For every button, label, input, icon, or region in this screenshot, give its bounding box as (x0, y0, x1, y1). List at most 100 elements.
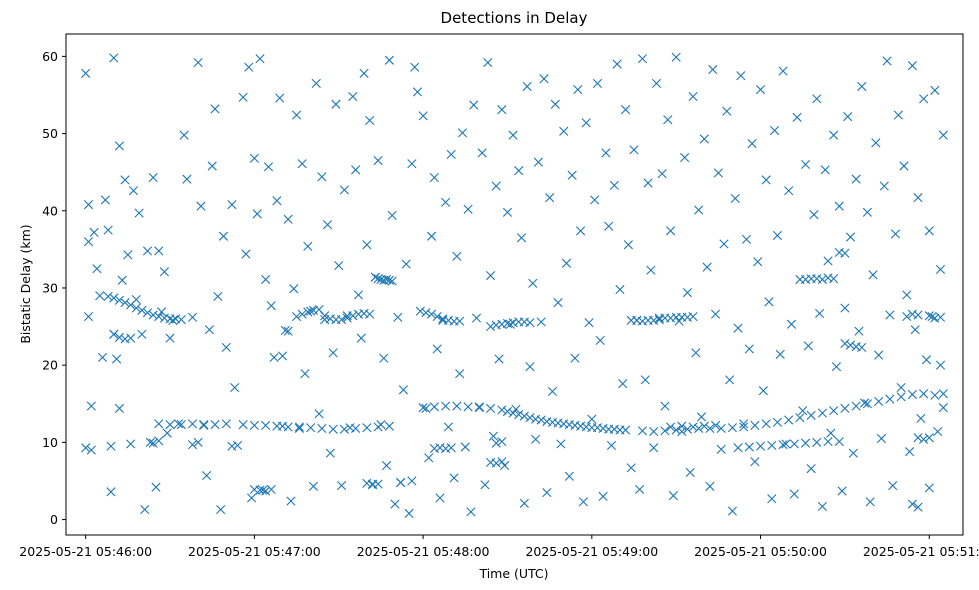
data-point (817, 408, 827, 418)
data-point (556, 439, 566, 449)
data-point (148, 172, 158, 183)
data-point (581, 118, 591, 128)
data-point (103, 225, 113, 235)
y-tick-label: 40 (42, 203, 58, 218)
data-point (730, 193, 740, 204)
data-point (511, 404, 521, 414)
data-point (165, 420, 175, 430)
data-point (750, 457, 760, 467)
data-point (83, 311, 94, 322)
data-point (834, 437, 844, 447)
data-point (95, 291, 105, 301)
data-point (261, 274, 271, 285)
data-point (334, 261, 344, 271)
data-point (109, 53, 119, 63)
data-point (595, 335, 605, 346)
data-point (497, 105, 507, 115)
data-point (919, 389, 929, 399)
data-point (671, 52, 681, 62)
data-point (584, 318, 594, 328)
data-point (165, 333, 175, 343)
data-point (519, 411, 529, 421)
data-point (781, 439, 791, 449)
data-point (202, 470, 212, 481)
data-point (840, 403, 850, 413)
data-point (840, 338, 850, 349)
data-point (471, 313, 482, 323)
data-point (533, 157, 543, 167)
data-point (348, 311, 358, 321)
data-point (921, 355, 932, 365)
data-point (663, 115, 673, 125)
data-point (567, 170, 577, 180)
data-point (727, 506, 738, 516)
data-point (463, 204, 473, 214)
data-point (227, 200, 237, 210)
data-point (396, 477, 406, 488)
data-point (387, 276, 397, 286)
data-point (401, 259, 411, 269)
data-point (716, 444, 726, 454)
data-point (393, 312, 403, 322)
data-point (561, 258, 572, 268)
data-point (303, 241, 313, 251)
data-point (879, 181, 889, 191)
data-point (286, 496, 296, 506)
data-point (798, 406, 808, 416)
data-point (294, 422, 304, 432)
data-point (263, 162, 274, 172)
data-point (303, 307, 313, 317)
data-point (904, 447, 915, 457)
data-point (913, 502, 923, 512)
data-point (620, 105, 631, 115)
data-point (137, 305, 147, 315)
y-tick-label: 20 (42, 358, 58, 373)
data-point (688, 422, 698, 432)
data-point (491, 181, 501, 191)
data-point (362, 423, 372, 433)
data-point (913, 193, 923, 203)
data-point (657, 169, 667, 179)
data-point (865, 497, 875, 507)
data-point (522, 81, 532, 92)
data-point (148, 310, 158, 320)
data-point (665, 422, 676, 432)
data-point (308, 481, 319, 491)
data-point (429, 402, 439, 412)
data-point (497, 405, 507, 415)
data-point (612, 59, 622, 69)
data-point (680, 152, 690, 163)
data-point (590, 195, 600, 205)
data-point (902, 311, 912, 322)
data-point (809, 210, 819, 220)
data-point (800, 438, 811, 448)
data-point (525, 362, 535, 372)
data-point (843, 112, 853, 122)
data-point (502, 207, 513, 217)
data-point (474, 403, 484, 413)
x-tick-label: 2025-05-21 05:50:00 (694, 544, 827, 559)
data-point (154, 436, 164, 446)
data-point (747, 139, 757, 149)
data-point (505, 319, 515, 329)
data-point (370, 272, 380, 282)
data-point (559, 126, 569, 136)
data-point (924, 311, 934, 321)
data-point (696, 412, 707, 422)
data-point (429, 172, 439, 183)
data-point (255, 54, 265, 64)
data-point (182, 174, 192, 184)
data-point (902, 290, 912, 300)
data-point (277, 351, 288, 361)
data-point (823, 437, 833, 447)
data-point (415, 306, 425, 316)
data-point (266, 301, 276, 311)
data-point (199, 420, 209, 430)
data-point (646, 265, 656, 275)
data-point (398, 385, 409, 395)
data-point (455, 369, 465, 379)
data-point (446, 443, 456, 453)
data-point (761, 175, 771, 185)
data-point (306, 423, 316, 433)
data-point (831, 362, 842, 372)
